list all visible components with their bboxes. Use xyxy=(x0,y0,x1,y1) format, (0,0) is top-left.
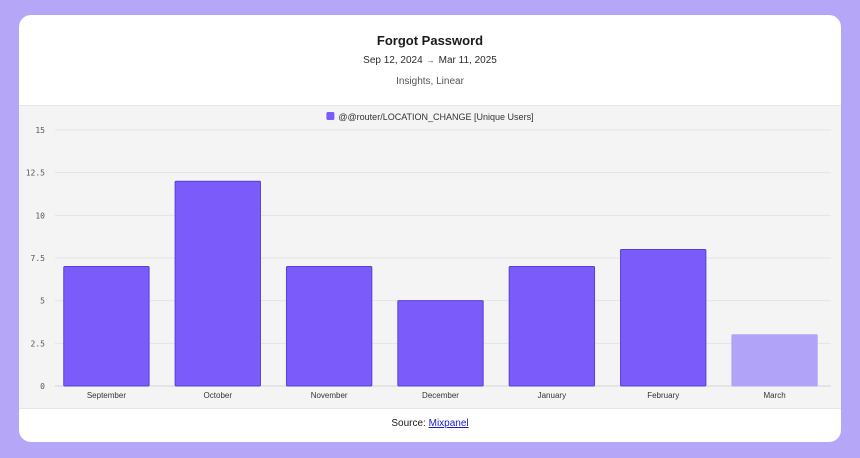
source-link[interactable]: Mixpanel xyxy=(428,418,469,429)
source-label: Source: xyxy=(391,418,426,429)
bar-january[interactable] xyxy=(508,266,596,387)
x-tick-label: September xyxy=(87,391,126,400)
y-tick-label: 5 xyxy=(40,297,45,306)
chart-card: Forgot Password Sep 12, 2024 → Mar 11, 202… xyxy=(19,15,841,442)
bar-february[interactable] xyxy=(620,248,707,387)
y-tick-label: 15 xyxy=(35,126,45,135)
legend-swatch xyxy=(326,112,335,120)
legend-label: @@router/LOCATION_CHANGE [Unique Users] xyxy=(338,112,533,122)
x-tick-label: December xyxy=(422,391,459,400)
bar-november[interactable] xyxy=(285,266,373,387)
x-tick-label: February xyxy=(647,391,679,400)
x-tick-label: October xyxy=(204,391,233,400)
date-end: Mar 11, 2025 xyxy=(438,55,497,66)
x-tick-label: January xyxy=(538,391,566,400)
y-tick-label: 12.5 xyxy=(26,169,45,178)
y-tick-label: 0 xyxy=(40,382,45,391)
chart-subtitle: Insights, Linear xyxy=(396,76,464,87)
bar-september[interactable] xyxy=(63,266,150,387)
bar-march[interactable] xyxy=(731,334,818,387)
date-start: Sep 12, 2024 xyxy=(363,55,423,66)
bar-october[interactable] xyxy=(174,180,261,387)
y-tick-label: 10 xyxy=(35,211,45,220)
x-tick-label: March xyxy=(763,391,785,400)
bar-chart: @@router/LOCATION_CHANGE [Unique Users] 0… xyxy=(26,112,831,400)
date-range: Sep 12, 2024 → Mar 11, 2025 xyxy=(19,55,841,66)
arrow-right-icon: → xyxy=(426,56,435,65)
bar-december[interactable] xyxy=(397,300,484,387)
plot-area: @@router/LOCATION_CHANGE [Unique Users] 0… xyxy=(19,105,841,409)
source-footer: Source: Mixpanel xyxy=(19,418,841,429)
chart-header: Forgot Password Sep 12, 2024 → Mar 11, 202… xyxy=(19,15,841,105)
y-tick-label: 7.5 xyxy=(31,254,46,263)
page-title: Forgot Password xyxy=(376,33,484,48)
x-tick-label: November xyxy=(311,391,348,400)
y-tick-label: 2.5 xyxy=(31,339,46,348)
